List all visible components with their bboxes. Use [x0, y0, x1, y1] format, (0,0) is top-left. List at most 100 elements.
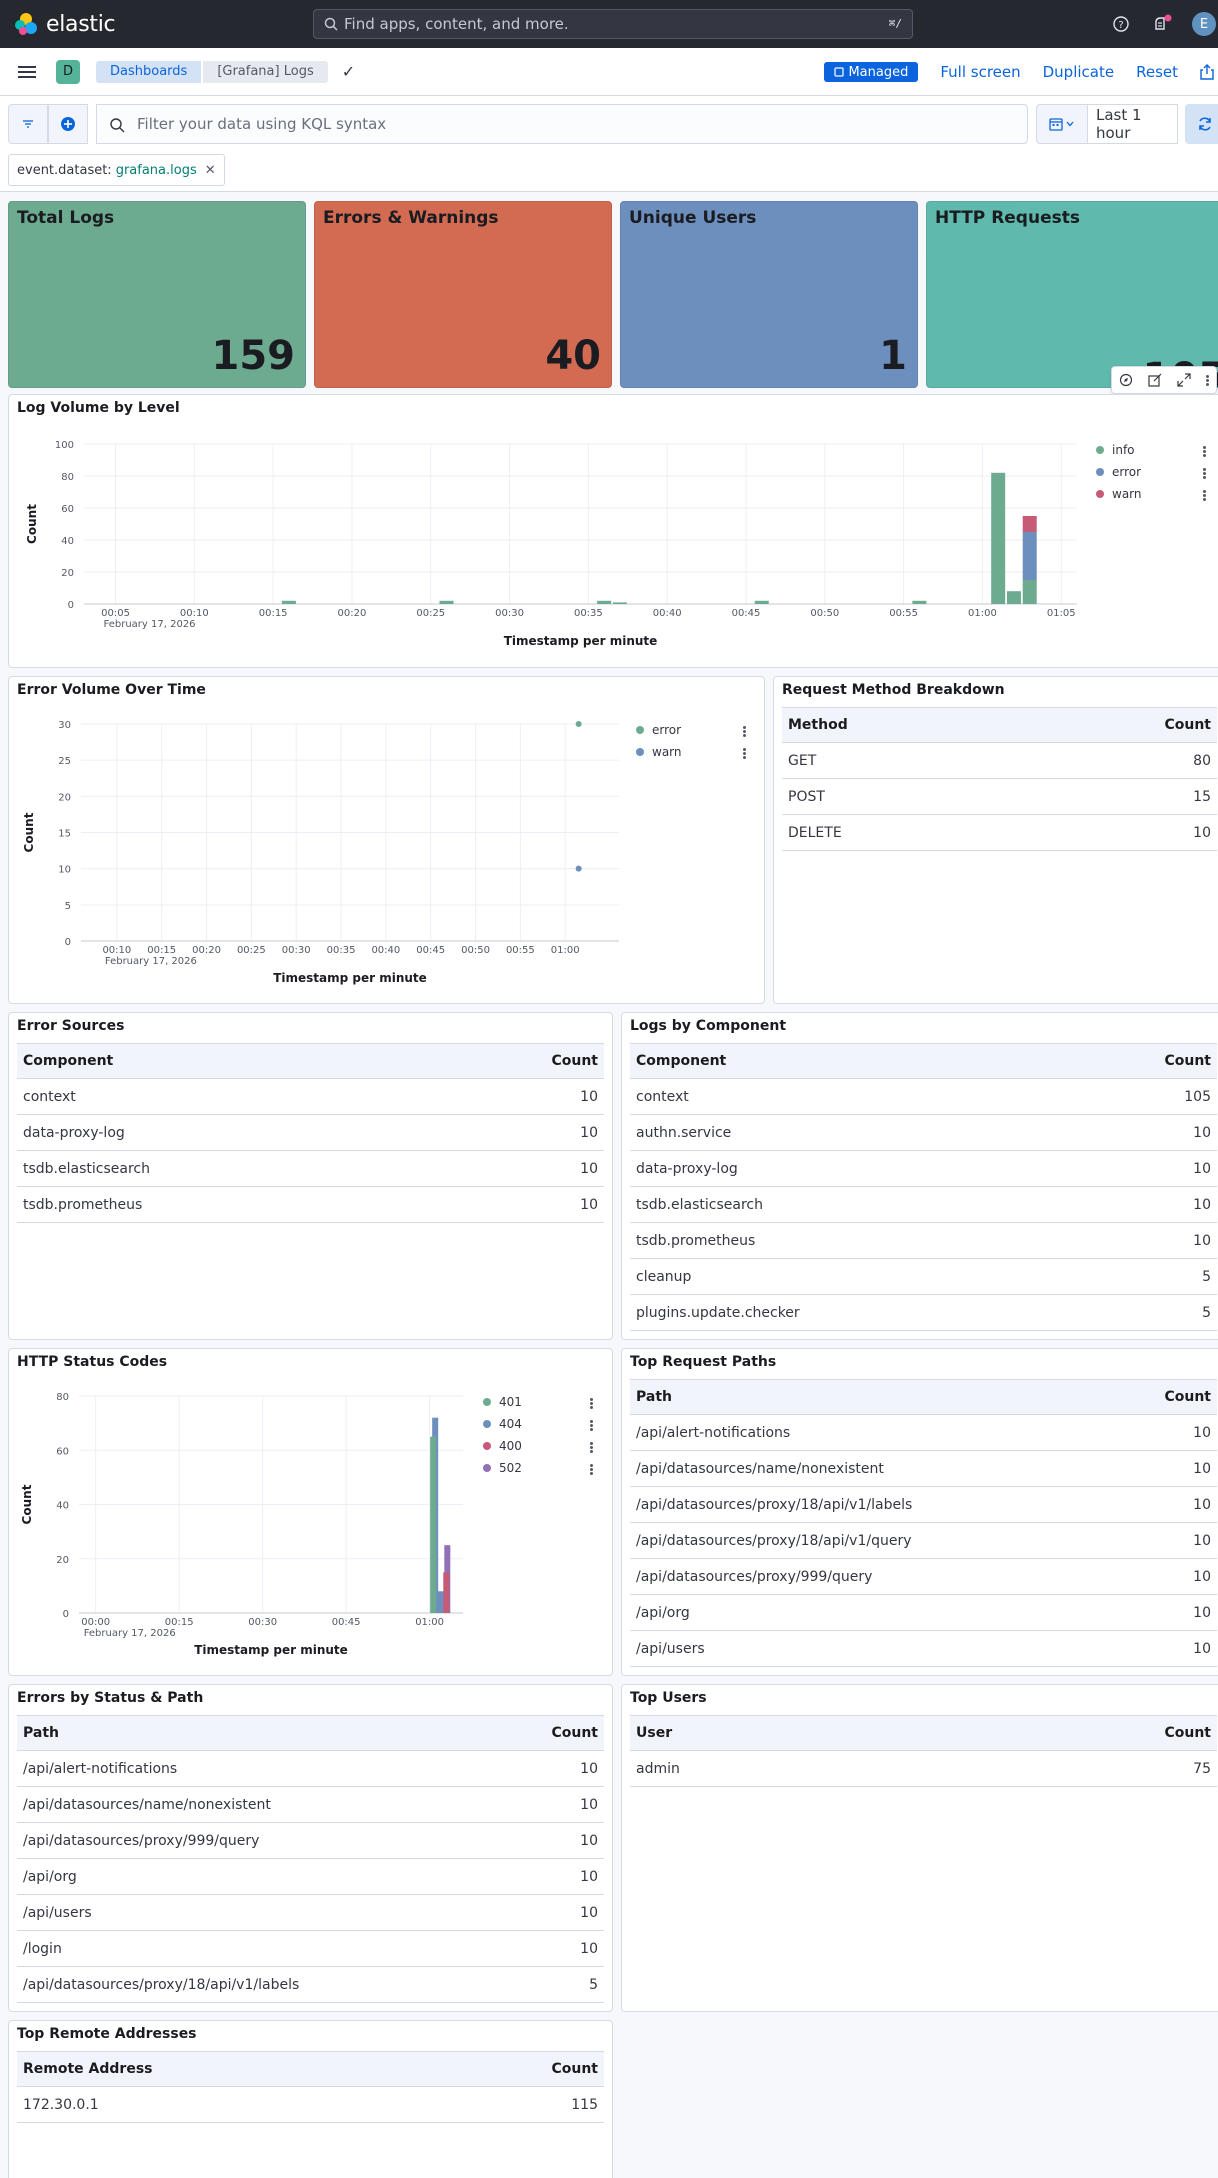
duplicate-button[interactable]: Duplicate	[1042, 63, 1115, 81]
global-search-input[interactable]: Find apps, content, and more. ⌘/	[313, 9, 913, 39]
column-header[interactable]: User	[636, 1725, 673, 1741]
legend-warn[interactable]: warn	[636, 745, 682, 759]
full-screen-button[interactable]: Full screen	[940, 63, 1021, 81]
space-avatar[interactable]: D	[56, 59, 80, 84]
table-row: /api/users 10	[630, 1631, 1217, 1667]
breadcrumb-dashboards[interactable]: Dashboards	[96, 60, 202, 83]
legend-404[interactable]: 404	[483, 1417, 522, 1431]
legend-options-icon[interactable]	[1203, 489, 1206, 502]
table-cell: /api/alert-notifications	[23, 1760, 178, 1777]
column-header[interactable]: Remote Address	[23, 2061, 153, 2077]
legend-502[interactable]: 502	[483, 1461, 522, 1475]
menu-icon[interactable]	[18, 63, 36, 81]
column-header[interactable]: Component	[636, 1053, 727, 1069]
date-quick-menu-button[interactable]	[1036, 104, 1088, 144]
help-icon[interactable]: ?	[1112, 15, 1130, 33]
reset-button[interactable]: Reset	[1136, 63, 1178, 81]
remove-filter-icon[interactable]: ✕	[204, 162, 216, 178]
column-header[interactable]: Count	[551, 1053, 598, 1069]
legend-options-icon[interactable]	[590, 1441, 593, 1454]
table-cell: /api/datasources/proxy/999/query	[636, 1568, 873, 1585]
inspect-icon[interactable]	[1119, 373, 1133, 387]
table-row: POST 15	[782, 779, 1217, 815]
column-header[interactable]: Count	[1164, 717, 1211, 733]
table-header: Method Count	[782, 707, 1217, 743]
error-volume-chart[interactable]: 0 5 10 15 20 25 30 00:10 00:15 00:20 00:25 00:30 00:…	[9, 677, 759, 1001]
column-header[interactable]: Path	[23, 1725, 59, 1741]
table-row: 172.30.0.1 115	[17, 2087, 604, 2123]
table-row: data-proxy-log 10	[17, 1115, 604, 1151]
column-header[interactable]: Method	[788, 717, 848, 733]
bar-info	[1006, 591, 1021, 604]
column-header[interactable]: Count	[551, 2061, 598, 2077]
x-tick-label: 00:25	[237, 945, 266, 956]
table-cell: 5	[589, 1976, 598, 1993]
panel-title: Logs by Component	[630, 1018, 787, 1034]
y-tick-label: 40	[56, 1501, 69, 1512]
column-header[interactable]: Count	[1164, 1725, 1211, 1741]
legend-options-icon[interactable]	[1203, 467, 1206, 480]
elastic-logo[interactable]: elastic	[14, 12, 116, 37]
legend-warn[interactable]: warn	[1096, 487, 1142, 501]
legend-options-icon[interactable]	[743, 725, 746, 738]
legend-400[interactable]: 400	[483, 1439, 522, 1453]
y-tick-label: 30	[58, 720, 71, 731]
metric-value: 1	[879, 333, 907, 379]
filter-pill[interactable]: event.dataset: grafana.logs ✕	[8, 154, 225, 186]
x-tick-label: 00:25	[416, 608, 445, 619]
bar-info	[912, 600, 927, 604]
table-cell: 105	[1184, 1088, 1211, 1105]
table-row: data-proxy-log 10	[630, 1151, 1217, 1187]
x-tick-label: 00:10	[102, 945, 131, 956]
legend-options-icon[interactable]	[590, 1463, 593, 1476]
table-row: tsdb.elasticsearch 10	[17, 1151, 604, 1187]
search-icon	[110, 118, 125, 133]
legend-info[interactable]: info	[1096, 443, 1135, 457]
filter-menu-button[interactable]	[8, 104, 48, 144]
panel-title: Top Request Paths	[630, 1354, 777, 1370]
bar-info	[439, 600, 454, 604]
legend-options-icon[interactable]	[1203, 445, 1206, 458]
kql-search-input[interactable]: Filter your data using KQL syntax	[96, 104, 1028, 144]
kql-placeholder: Filter your data using KQL syntax	[137, 115, 387, 133]
search-shortcut-badge: ⌘/	[888, 17, 902, 30]
legend-error[interactable]: error	[636, 723, 681, 737]
request-method-table: Method Count GET 80 POST 15 DELETE 10	[782, 707, 1217, 851]
table-cell: 10	[1193, 1532, 1211, 1549]
http-status-chart[interactable]: 0 20 40 60 80 00:00 00:15 00:30 00:45 01:00 Februa…	[9, 1349, 609, 1673]
add-filter-button[interactable]	[48, 104, 88, 144]
x-axis-title: Timestamp per minute	[273, 971, 427, 985]
table-cell: 115	[571, 2096, 598, 2113]
column-header[interactable]: Path	[636, 1389, 672, 1405]
share-icon[interactable]	[1200, 64, 1214, 80]
legend-401[interactable]: 401	[483, 1395, 522, 1409]
table-cell: tsdb.elasticsearch	[636, 1196, 763, 1213]
column-header[interactable]: Count	[1164, 1053, 1211, 1069]
edit-visualization-icon[interactable]	[1148, 373, 1162, 387]
maximize-icon[interactable]	[1177, 373, 1191, 387]
y-tick-label: 15	[58, 829, 71, 840]
legend-options-icon[interactable]	[590, 1397, 593, 1410]
legend-error[interactable]: error	[1096, 465, 1141, 479]
legend-options-icon[interactable]	[590, 1419, 593, 1432]
column-header[interactable]: Component	[23, 1053, 114, 1069]
table-cell: /api/org	[636, 1604, 690, 1621]
calendar-icon	[1049, 118, 1074, 131]
time-range-label[interactable]: Last 1 hour	[1088, 104, 1178, 144]
y-tick-label: 10	[58, 865, 71, 876]
table-cell: /api/datasources/proxy/999/query	[23, 1832, 260, 1849]
legend-label: 502	[499, 1461, 522, 1475]
legend-options-icon[interactable]	[743, 747, 746, 760]
column-header[interactable]: Count	[551, 1725, 598, 1741]
logs-by-component-table: Component Count context 105 authn.service 10 d…	[630, 1043, 1217, 1331]
news-feed-icon[interactable]	[1152, 13, 1174, 35]
table-cell: tsdb.elasticsearch	[23, 1160, 150, 1177]
log-volume-chart[interactable]: 0 20 40 60 80 100 00:05 00:10 00:15 00:20 00:25 00:…	[9, 395, 1218, 665]
table-cell: /api/users	[636, 1640, 705, 1657]
user-avatar[interactable]: E	[1192, 12, 1216, 36]
column-header[interactable]: Count	[1164, 1389, 1211, 1405]
table-row: /api/datasources/name/nonexistent 10	[630, 1451, 1217, 1487]
managed-badge[interactable]: Managed	[824, 62, 919, 82]
refresh-button[interactable]	[1185, 104, 1218, 144]
panel-options-icon[interactable]	[1205, 374, 1209, 387]
